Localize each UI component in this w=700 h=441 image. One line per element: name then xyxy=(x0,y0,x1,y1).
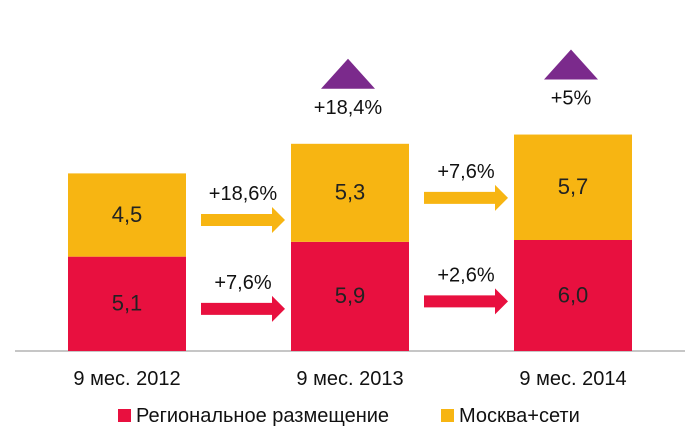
total-growth-marker xyxy=(321,58,375,89)
growth-annotations: +18,6% +7,6% +7,6% +2,6% +18,4% +5% xyxy=(201,49,598,322)
bar-segment xyxy=(68,173,186,257)
growth-arrow xyxy=(424,288,508,315)
total-growth-marker xyxy=(544,49,598,80)
bar-value-label: 5,1 xyxy=(112,291,143,316)
growth-arrow xyxy=(201,207,285,234)
legend-swatch xyxy=(441,409,454,422)
legend-label: Москва+сети xyxy=(459,405,580,427)
legend-label: Региональное размещение xyxy=(136,405,389,427)
bar-segment xyxy=(68,256,186,351)
growth-label: +7,6% xyxy=(437,161,494,183)
legend-swatch xyxy=(118,409,131,422)
total-growth-label: +18,4% xyxy=(314,97,383,119)
bars-group: 5,1 4,5 5,9 5,3 6,0 5,7 xyxy=(68,134,632,351)
x-tick-label: 9 мес. 2013 xyxy=(296,368,403,390)
bar-segment xyxy=(514,134,632,240)
growth-arrow xyxy=(424,184,508,211)
growth-arrow xyxy=(201,295,285,322)
x-tick-labels: 9 мес. 2012 9 мес. 2013 9 мес. 2014 xyxy=(73,368,626,390)
bar-value-label: 4,5 xyxy=(112,202,143,227)
bar-value-label: 5,9 xyxy=(335,283,366,308)
bar-segment xyxy=(291,143,409,242)
x-tick-label: 9 мес. 2012 xyxy=(73,368,180,390)
total-growth-label: +5% xyxy=(551,88,592,110)
bar-segment xyxy=(291,241,409,351)
legend: Региональное размещение Москва+сети xyxy=(118,405,580,427)
bar-value-label: 5,3 xyxy=(335,180,366,205)
bar-value-label: 5,7 xyxy=(558,174,589,199)
growth-label: +2,6% xyxy=(437,264,494,286)
bar-segment xyxy=(514,240,632,351)
growth-label: +18,6% xyxy=(209,183,278,205)
x-tick-label: 9 мес. 2014 xyxy=(519,368,626,390)
growth-label: +7,6% xyxy=(214,272,271,294)
bar-value-label: 6,0 xyxy=(558,282,589,307)
